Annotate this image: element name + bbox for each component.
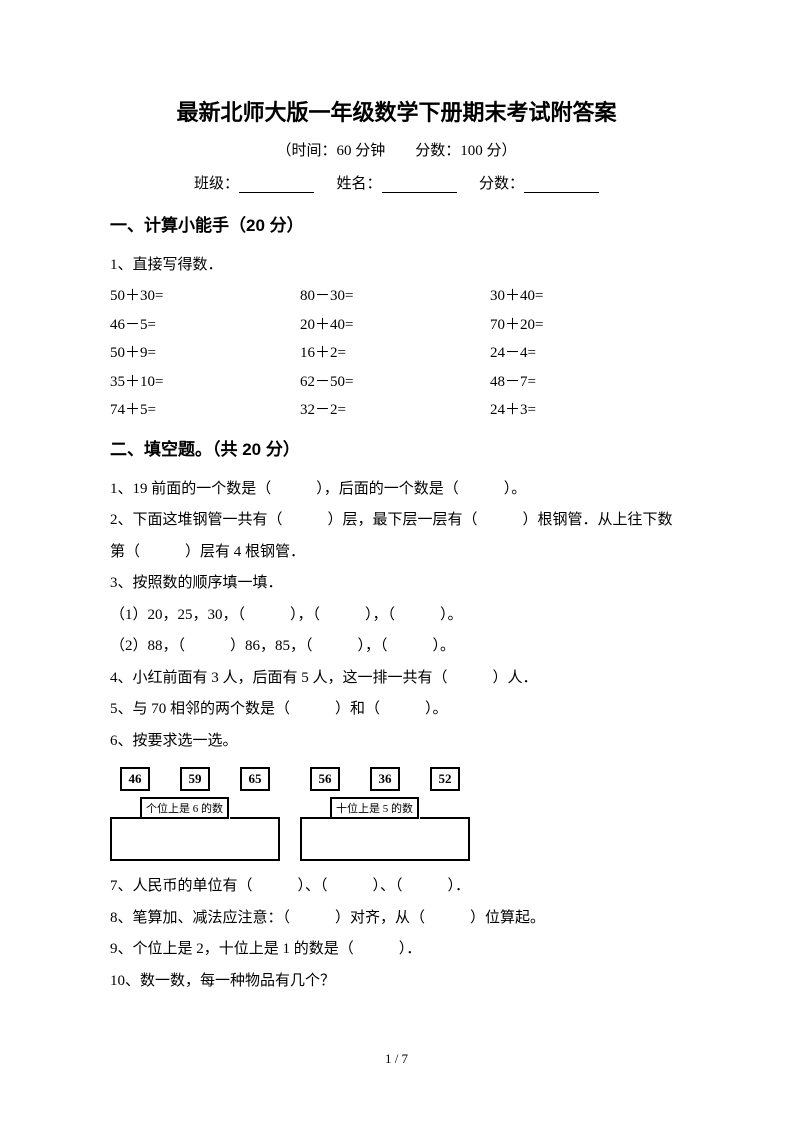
s2-q4: 4、小红前面有 3 人，后面有 5 人，这一排一共有（ ）人． [110,663,683,695]
calc-grid: 50＋30= 80－30= 30＋40= 46－5= 20＋40= 70＋20=… [110,282,683,425]
calc-cell: 50＋30= [110,282,300,311]
name-blank [382,177,457,193]
calc-cell: 20＋40= [300,311,490,340]
score-blank [524,177,599,193]
calc-cell: 24－4= [490,339,660,368]
s2-q3-2: （2）88，（ ）86，85，（ ），（ ）。 [110,631,683,663]
s1-q1-label: 1、直接写得数． [110,250,683,280]
calc-cell: 80－30= [300,282,490,311]
s2-q10: 10、数一数，每一种物品有几个？ [110,966,683,998]
category-box-1: 个位上是 6 的数 [110,797,280,855]
s2-q8: 8、笔算加、减法应注意：（ ）对齐，从（ ）位算起。 [110,903,683,935]
calc-cell: 70＋20= [490,311,660,340]
section1-header: 一、计算小能手（20 分） [110,211,683,236]
category-label-2: 十位上是 5 的数 [330,797,419,819]
page-number: 1 / 7 [0,1051,793,1067]
num-box: 52 [430,767,460,791]
info-line: 班级： 姓名： 分数： [110,172,683,193]
section2-header: 二、填空题。（共 20 分） [110,435,683,460]
class-label: 班级： [194,176,239,192]
sort-diagram: 46 59 65 56 36 52 个位上是 6 的数 十位上是 5 的数 [110,767,683,857]
calc-cell: 24＋3= [490,396,660,425]
calc-cell: 46－5= [110,311,300,340]
num-box: 46 [120,767,150,791]
num-box: 36 [370,767,400,791]
calc-cell: 30＋40= [490,282,660,311]
num-box: 65 [240,767,270,791]
num-box: 59 [180,767,210,791]
s2-q6: 6、按要求选一选。 [110,726,683,758]
page-title: 最新北师大版一年级数学下册期末考试附答案 [110,95,683,127]
subtitle: （时间：60 分钟 分数：100 分） [110,139,683,160]
s2-q5: 5、与 70 相邻的两个数是（ ）和（ ）。 [110,694,683,726]
calc-cell: 50＋9= [110,339,300,368]
s2-q2: 2、下面这堆钢管一共有（ ）层，最下层一层有（ ）根钢管．从上往下数第（ ）层有… [110,505,683,568]
calc-cell: 35＋10= [110,368,300,397]
calc-cell: 74＋5= [110,396,300,425]
s2-q9: 9、个位上是 2，十位上是 1 的数是（ ）． [110,934,683,966]
calc-cell: 48－7= [490,368,660,397]
num-box: 56 [310,767,340,791]
s2-q7: 7、人民币的单位有（ ）、（ ）、（ ）． [110,871,683,903]
category-body-1 [110,817,280,861]
name-label: 姓名： [336,176,381,192]
s2-q3-1: （1）20，25，30，（ ），（ ），（ ）。 [110,600,683,632]
category-box-2: 十位上是 5 的数 [300,797,470,855]
category-body-2 [300,817,470,861]
calc-cell: 32－2= [300,396,490,425]
class-blank [239,177,314,193]
s2-q3: 3、按照数的顺序填一填． [110,568,683,600]
s2-q1: 1、19 前面的一个数是（ ），后面的一个数是（ ）。 [110,474,683,506]
calc-cell: 62－50= [300,368,490,397]
score-label: 分数： [479,176,524,192]
calc-cell: 16＋2= [300,339,490,368]
category-label-1: 个位上是 6 的数 [140,797,229,819]
